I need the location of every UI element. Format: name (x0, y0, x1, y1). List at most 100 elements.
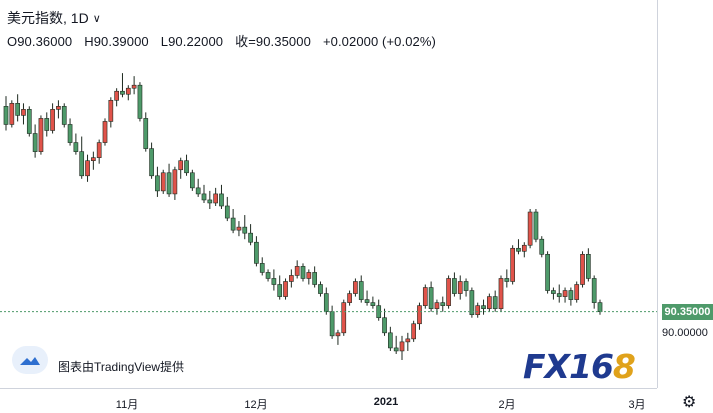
candle-body (254, 241, 259, 264)
candle (504, 269, 510, 288)
candle (73, 133, 79, 155)
candle-body (370, 302, 376, 306)
candle (586, 248, 591, 282)
candle (149, 142, 154, 179)
price-axis[interactable]: 90.00000 (657, 0, 713, 388)
time-tick-label: 3月 (628, 399, 646, 411)
candle-body (306, 272, 312, 279)
candle-body (329, 311, 335, 337)
candle-body (475, 305, 481, 316)
candle (213, 187, 218, 206)
open-value: O90.36000 (7, 34, 73, 49)
candle (510, 245, 515, 285)
candle-body (504, 278, 510, 282)
candle-body (230, 217, 236, 231)
candle (306, 269, 312, 285)
candle (393, 335, 399, 354)
candle (580, 251, 585, 288)
candle (131, 76, 137, 95)
candle (481, 299, 486, 315)
candle-body (516, 247, 521, 252)
candle-body (248, 232, 253, 243)
candle-body (289, 275, 294, 282)
tradingview-logo-icon (12, 345, 48, 374)
candle-body (388, 332, 393, 349)
candle-body (236, 226, 242, 231)
candle (591, 275, 597, 309)
candle-body (137, 84, 143, 119)
candle (457, 275, 463, 300)
candle (96, 139, 102, 164)
candle (254, 236, 259, 267)
logo-main-text: FX16 (523, 347, 614, 386)
candle-body (591, 278, 597, 303)
candle (120, 73, 125, 98)
candle-body (85, 160, 90, 177)
candle-body (358, 281, 364, 300)
candle-body (312, 272, 317, 285)
candle (434, 299, 440, 315)
candle (102, 118, 108, 146)
last-price-tag: 90.35000 (662, 303, 713, 320)
candle-body (335, 332, 341, 337)
fx168-logo: FX168 (523, 347, 636, 386)
candle-body (213, 193, 218, 204)
candle-body (108, 99, 114, 122)
candle (160, 169, 166, 194)
candle (32, 124, 38, 158)
candle (318, 281, 323, 297)
candle (15, 94, 20, 122)
candle (551, 287, 556, 300)
candle (248, 224, 253, 246)
candle-body (399, 341, 405, 352)
candle (9, 100, 15, 128)
candle (38, 115, 44, 155)
candle (463, 278, 469, 297)
candle (137, 82, 143, 122)
candle-body (422, 287, 428, 306)
candle-body (207, 199, 213, 204)
candle (300, 263, 306, 282)
candle-body (417, 305, 422, 325)
candle (516, 239, 521, 255)
candle-body (120, 90, 125, 95)
candle (399, 335, 405, 360)
candle (230, 209, 236, 234)
candle-body (271, 278, 277, 285)
candle (329, 305, 335, 339)
candle-body (440, 302, 446, 306)
candle (265, 269, 271, 282)
candle-body (434, 302, 440, 309)
candle-body (463, 281, 469, 291)
candle (422, 284, 428, 309)
candle-body (190, 172, 195, 189)
gear-icon[interactable]: ⚙ (682, 394, 697, 411)
candle (50, 103, 55, 134)
candle-body (91, 157, 96, 161)
candle (242, 215, 248, 240)
candle-body (265, 272, 271, 279)
candle-body (219, 193, 224, 207)
chevron-down-icon[interactable]: ∨ (92, 12, 101, 25)
candle (271, 269, 277, 291)
candle (172, 166, 178, 200)
candles-layer (3, 73, 603, 360)
candle (527, 209, 533, 249)
price-tick-label: 90.00000 (662, 326, 708, 339)
chart-legend-title[interactable]: 美元指数, 1D ∨ (7, 8, 101, 28)
time-axis[interactable]: 11月 12月 2021 2月 3月 (0, 388, 657, 413)
tradingview-credit[interactable]: 图表由TradingView提供 (12, 344, 184, 375)
candle-body (195, 187, 201, 195)
candle-body (102, 121, 108, 143)
candle (498, 275, 504, 312)
candle-body (545, 254, 550, 291)
candle-body (224, 205, 230, 219)
candle-body (125, 87, 131, 95)
candle (195, 178, 201, 197)
candle-body (539, 238, 545, 255)
candle-body (201, 193, 207, 201)
candle-body (347, 293, 352, 303)
candle-body (131, 84, 137, 89)
candle (370, 296, 376, 309)
